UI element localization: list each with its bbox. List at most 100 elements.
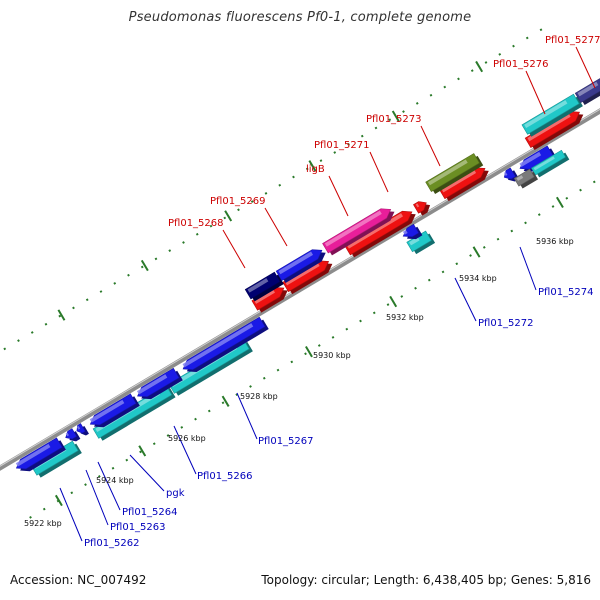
reverse-gene-label[interactable]: pgk — [166, 488, 185, 499]
gene-feature-highlight — [427, 159, 468, 186]
gene-labels: Pfl01_5268 Pfl01_5269 ligB Pfl01_5271 Pfl01_… — [59, 35, 600, 549]
gene-feature-red[interactable] — [282, 256, 335, 295]
tick-dash-inner — [389, 295, 398, 308]
gene-feature-highlight — [182, 323, 254, 368]
gene-feature-body — [244, 271, 281, 300]
kbp-tick-label: 5934 kbp — [459, 274, 497, 283]
forward-gene-label[interactable]: Pfl01_5277 — [545, 35, 600, 46]
reverse-gene-label[interactable]: Pfl01_5274 — [538, 287, 594, 298]
gene-feature-highlight — [402, 230, 408, 235]
tick-dash-outer — [57, 309, 66, 321]
reverse-gene-label[interactable]: Pfl01_5266 — [197, 471, 253, 482]
gene-feature-highlight — [136, 374, 168, 395]
forward-label-leader — [420, 125, 441, 167]
gene-feature-blue[interactable] — [63, 428, 81, 445]
reverse-label-leader — [59, 487, 83, 542]
gene-feature-magenta[interactable] — [322, 204, 398, 257]
tick-dash-inner — [555, 196, 564, 209]
gene-feature-olive[interactable] — [425, 152, 484, 195]
gene-feature-highlight — [524, 100, 568, 129]
tick-marks — [54, 60, 564, 507]
gene-feature-blue[interactable] — [180, 316, 269, 377]
tick-dash-inner — [54, 494, 63, 507]
gene-feature-red[interactable] — [524, 106, 586, 151]
forward-gene-label[interactable]: Pfl01_5273 — [366, 114, 422, 125]
gene-feature-highlight — [516, 175, 524, 181]
kbp-tick-label: 5932 kbp — [386, 313, 424, 322]
gene-feature-highlight — [533, 156, 555, 171]
gene-feature-blue[interactable] — [401, 223, 423, 244]
gene-feature-blue[interactable] — [14, 437, 66, 476]
forward-label-leader — [264, 207, 288, 247]
gene-feature-cyan[interactable] — [521, 93, 583, 138]
gene-feature-blue[interactable] — [87, 393, 140, 432]
reverse-label-leader — [129, 454, 165, 492]
tick-dash-outer — [140, 259, 149, 272]
forward-label-leader — [575, 46, 596, 89]
tick-labels: 5922 kbp 5924 kbp 5926 kbp 5928 kbp 5930 kbp… — [24, 237, 574, 528]
tick-dash-inner — [138, 445, 147, 457]
tick-dash-inner — [221, 395, 230, 407]
gene-feature-highlight — [415, 203, 420, 208]
forward-gene-label[interactable]: Pfl01_5271 — [314, 140, 370, 151]
reverse-gene-label[interactable]: Pfl01_5267 — [258, 436, 314, 447]
gene-features — [14, 75, 600, 478]
gene-feature-gray[interactable] — [513, 168, 539, 189]
gene-feature-highlight — [247, 278, 269, 293]
forward-gene-label[interactable]: Pfl01_5276 — [493, 59, 549, 70]
gene-feature-highlight — [65, 432, 69, 437]
gene-feature-red[interactable] — [438, 163, 491, 202]
gene-feature-navy[interactable] — [244, 271, 284, 302]
gene-feature-red[interactable] — [344, 206, 419, 258]
inner-guide-line — [29, 159, 600, 519]
gene-feature-highlight — [503, 171, 508, 176]
gene-feature-body — [344, 210, 413, 256]
tick-dash-outer — [224, 210, 233, 222]
reverse-label-leader — [97, 461, 121, 511]
forward-label-leader — [525, 70, 546, 115]
gene-feature-red[interactable] — [251, 282, 291, 313]
reverse-gene-label[interactable]: Pfl01_5263 — [110, 522, 166, 533]
gene-feature-blue[interactable] — [517, 145, 557, 177]
gene-feature-highlight — [527, 113, 571, 142]
gene-feature-body — [65, 428, 78, 440]
reverse-label-leader — [236, 392, 258, 440]
gene-feature-blue[interactable] — [75, 423, 89, 439]
forward-gene-label[interactable]: Pfl01_5269 — [210, 196, 266, 207]
genome-backbone — [0, 97, 600, 481]
forward-gene-label[interactable]: ligB — [306, 164, 325, 175]
forward-label-leader — [222, 229, 246, 269]
reverse-gene-label[interactable]: Pfl01_5272 — [478, 318, 534, 329]
reverse-gene-label[interactable]: Pfl01_5264 — [122, 507, 178, 518]
kbp-tick-label: 5926 kbp — [168, 434, 206, 443]
reverse-gene-label[interactable]: Pfl01_5262 — [84, 538, 140, 549]
gene-feature-body — [402, 223, 420, 238]
gene-feature-cyan[interactable] — [530, 149, 570, 178]
gene-feature-red[interactable] — [413, 197, 432, 216]
gene-feature-highlight — [15, 443, 51, 467]
gene-feature-body — [76, 423, 86, 434]
gene-feature-body — [513, 168, 535, 187]
kbp-tick-label: 5924 kbp — [96, 476, 134, 485]
gene-feature-blue[interactable] — [275, 245, 328, 284]
map-title: Pseudomonas fluorescens Pf0-1, complete … — [128, 10, 472, 25]
tick-dash-inner — [305, 346, 313, 358]
gene-feature-body — [574, 75, 600, 104]
gene-feature-highlight — [324, 210, 382, 247]
gene-feature-highlight — [89, 399, 125, 423]
gene-feature-blue[interactable] — [135, 367, 183, 404]
gene-feature-highlight — [441, 169, 477, 193]
gene-feature-slate[interactable] — [574, 75, 600, 106]
accession-text: Accession: NC_007492 — [10, 573, 147, 587]
forward-gene-label[interactable]: Pfl01_5268 — [168, 218, 224, 229]
gene-feature-body — [322, 208, 392, 254]
kbp-tick-label: 5936 kbp — [536, 237, 574, 246]
gene-feature-highlight — [577, 81, 599, 97]
tick-dash-inner — [472, 246, 481, 258]
gene-feature-highlight — [278, 251, 314, 275]
kbp-tick-label: 5930 kbp — [313, 351, 351, 360]
reverse-label-leader — [85, 469, 109, 526]
gene-feature-highlight — [409, 237, 420, 246]
